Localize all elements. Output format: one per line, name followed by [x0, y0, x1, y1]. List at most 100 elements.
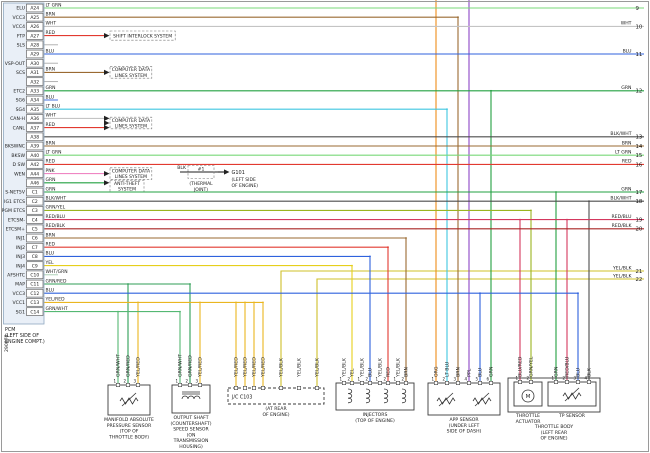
pcm-pin-number: C4 — [32, 217, 38, 223]
pcm-pin-number: A39 — [30, 144, 39, 150]
terminal — [586, 379, 591, 384]
wire-color-label: YEL/BLK — [396, 357, 402, 378]
pcm-pin-number: C12 — [30, 291, 39, 297]
terminal — [234, 385, 239, 390]
wire-color-label: YEL/RED — [198, 357, 204, 378]
wire-color-label: WHT — [46, 113, 57, 119]
junction-connector-c103-caption: (AT REAR — [265, 406, 287, 412]
terminal — [252, 385, 257, 390]
wire-color-label: GRN/WHT — [178, 354, 184, 377]
exit-color-label: YEL/BLK — [612, 273, 633, 279]
exit-color-label: BLK/WHT — [610, 196, 631, 202]
wire-color-label: GRN/RED — [46, 278, 67, 284]
pcm-pin-number: A32 — [30, 79, 39, 85]
system-label: SHIFT INTERLOCK SYSTEM — [113, 33, 172, 39]
wire-color-label: YEL/BLK — [378, 357, 384, 378]
pcm-pin-box — [26, 160, 44, 169]
app-sensor-box — [427, 382, 501, 416]
throttle-actuator-caption: THROTTLE — [515, 413, 540, 419]
sensor-arrow — [474, 392, 490, 407]
pcm-pin-number: A25 — [30, 15, 39, 21]
terminal-pin-number: 3 — [134, 379, 137, 384]
pcm-pin-box — [26, 206, 44, 215]
right-edge-labels: 9 10 WHT 11 BLU 12 GRN 13 BLK/WHT 14 BRN 15 LT GRN 16… — [610, 6, 643, 283]
throttle-body-caption: THROTTLE BODY — [534, 424, 573, 430]
wire-color-label: RED — [386, 367, 392, 377]
junction-dot — [490, 89, 492, 92]
terminal-pin-number: 1 — [114, 379, 117, 384]
terminal — [260, 385, 265, 390]
wire-color-label: BLK — [587, 367, 593, 377]
ground-label: G101 — [232, 170, 245, 176]
wire-color-label: YEL/RED — [243, 357, 249, 378]
sensor-arrow — [121, 392, 137, 407]
system-label: COMPUTER DATA — [112, 168, 151, 174]
sensor-symbol — [119, 397, 139, 405]
injectors: YEL/BLK1YEL2YEL/BLK1BLU2YEL/BLK1RED2YEL/… — [335, 357, 415, 424]
exit-color-label: GRN — [621, 186, 631, 192]
pcm-pin-number: A26 — [30, 24, 39, 30]
wire-color-label: RED/BLU — [46, 214, 66, 220]
wire-color-label: BLU — [46, 251, 55, 257]
pcm-pin-number: C7 — [32, 245, 38, 251]
junction-dot — [446, 108, 448, 111]
exit-number: 16 — [636, 162, 643, 168]
exit-color-label: RED/BLK — [612, 223, 633, 229]
map-sensor-caption: (TOP OF — [120, 429, 139, 435]
terminal — [517, 379, 522, 384]
throttle-body-caption: OF ENGINE) — [540, 436, 567, 442]
pcm-pin-name: CANL — [13, 125, 26, 131]
terminal — [564, 379, 569, 384]
motor-letter: M — [526, 394, 531, 400]
wire-color-label: WHT/GRN — [46, 269, 68, 275]
wire-color-label: GRN/RED — [126, 355, 132, 377]
pcm-pin-name: PGM ETCS — [2, 208, 25, 214]
pcm-pin-name: SCS — [16, 70, 25, 76]
terminal — [278, 385, 283, 390]
exit-number: 22 — [636, 277, 643, 283]
wire-color-label: LT BLU — [445, 361, 451, 377]
pcm-pin-name: VCC3 — [13, 291, 26, 297]
junction-dot — [577, 292, 579, 295]
wire-color-label: GRN/YEL — [529, 356, 535, 377]
pcm-pin-name: MAP — [15, 282, 25, 288]
exit-color-label: WHT — [621, 21, 632, 27]
pcm-caption: (LEFT SIDE OF — [5, 333, 39, 339]
exit-color-label: BRN — [622, 140, 632, 146]
pcm-pin-box — [26, 3, 44, 13]
terminal-pin-number: 1 — [340, 377, 343, 382]
terminal — [314, 385, 319, 390]
wire-color-label: RED/BLK — [46, 223, 67, 229]
output-shaft-speed-sensor-caption: SPEED SENSOR — [173, 427, 209, 433]
injector-coil-symbol — [365, 388, 371, 404]
throttle-actuator-box — [513, 381, 543, 407]
system-arrow-icon — [104, 115, 110, 121]
wire-color-label: PNK — [46, 168, 56, 174]
pcm-pin-box — [26, 196, 44, 206]
pcm-pin-number: A24 — [30, 6, 39, 12]
wire-color-label: BRN — [46, 232, 56, 238]
junction-connector-c103-box — [227, 387, 325, 405]
thermal-joint-caption: JOINT) — [193, 187, 208, 193]
wire-color-label: GRN — [46, 177, 56, 183]
terminal-pin-number: 1 — [516, 376, 519, 381]
terminal — [528, 379, 533, 384]
terminal-pin-number: 2 — [186, 379, 189, 384]
system-label: LINES SYSTEM — [115, 174, 147, 180]
pcm-pin-name: WEN — [14, 171, 25, 177]
pcm-pin-box — [26, 233, 44, 243]
junction-dot — [369, 255, 371, 258]
pcm-pin-box — [26, 288, 44, 298]
exit-number: 17 — [636, 190, 643, 196]
junction-dot — [555, 191, 557, 193]
app-sensor-caption: APP SENSOR — [449, 417, 479, 423]
terminal-pin-number: 1 — [394, 377, 397, 382]
terminal — [403, 380, 408, 385]
pcm-pin-name: ELU — [16, 6, 25, 12]
wire-color-label: RED/BLU — [565, 356, 571, 377]
